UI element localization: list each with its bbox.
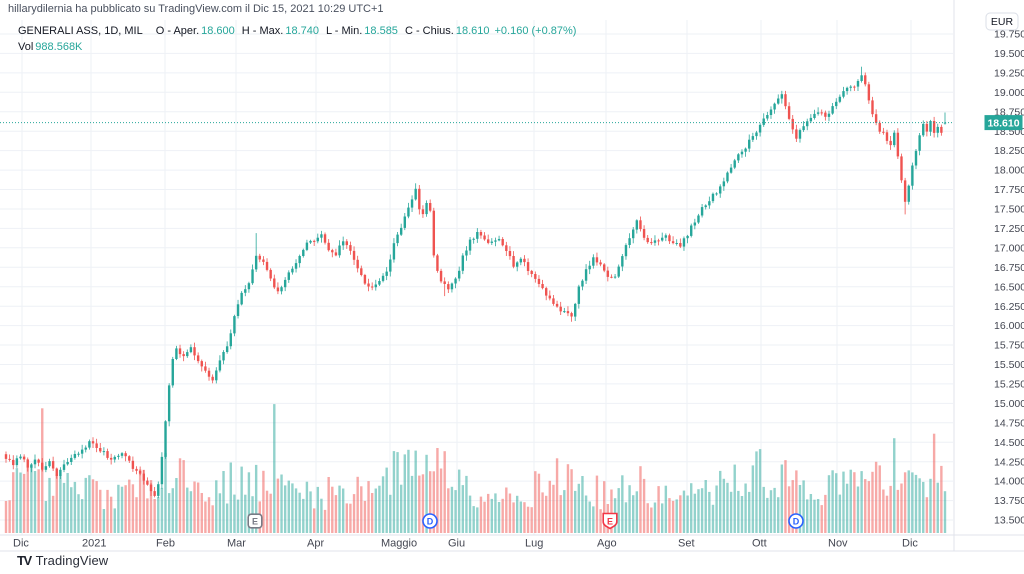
low-value: 18.585: [364, 25, 398, 37]
svg-text:13.750: 13.750: [994, 495, 1024, 507]
svg-text:16.750: 16.750: [994, 262, 1024, 274]
high-value: 18.740: [285, 25, 320, 37]
svg-text:19.000: 19.000: [994, 87, 1024, 99]
time-label-2021: 2021: [82, 538, 106, 550]
svg-text:E: E: [607, 516, 613, 526]
svg-text:15.000: 15.000: [994, 398, 1024, 410]
time-label-ago: Ago: [597, 538, 617, 550]
time-axis[interactable]: Dic 2021 Feb Mar Apr Maggio Giu Lug Ago Set Ott Nov…: [0, 534, 1024, 552]
legend-ohlc-row: GENERALI ASS, 1D, MIL O - Aper. 18.600 H - …: [18, 23, 576, 39]
symbol-title[interactable]: GENERALI ASS, 1D, MIL: [18, 25, 143, 37]
time-label-apr: Apr: [307, 538, 324, 550]
svg-text:15.750: 15.750: [994, 340, 1024, 352]
volume-value: 988.568K: [35, 41, 83, 53]
legend-volume-row: Vol 988.568K: [18, 39, 576, 55]
time-label-dic: Dic: [13, 538, 29, 550]
open-value: 18.600: [201, 25, 235, 37]
change-value: +0.160 (+0.87%): [494, 25, 577, 37]
time-label-giu: Giu: [448, 538, 465, 550]
event-marker-d-3[interactable]: D: [788, 513, 804, 529]
tradingview-logo-text: TradingView: [35, 553, 109, 568]
svg-text:19.500: 19.500: [994, 48, 1024, 60]
time-label-dic: Dic: [902, 538, 918, 550]
volume-series: [4, 404, 947, 533]
event-marker-e-2[interactable]: E: [602, 512, 618, 530]
low-label: L - Min.: [326, 25, 363, 37]
svg-text:14.750: 14.750: [994, 417, 1024, 429]
svg-text:18.000: 18.000: [994, 165, 1024, 177]
tradingview-logo[interactable]: TV TradingView: [17, 553, 108, 568]
close-label: C - Chius.: [404, 25, 454, 37]
time-label-lug: Lug: [525, 538, 543, 550]
svg-text:17.250: 17.250: [994, 223, 1024, 235]
svg-text:15.500: 15.500: [994, 359, 1024, 371]
currency-label: EUR: [991, 16, 1014, 28]
svg-text:16.000: 16.000: [994, 320, 1024, 332]
close-value: 18.610: [455, 25, 490, 37]
high-label: H - Max.: [241, 25, 284, 37]
price-axis[interactable]: EUR19.75019.50019.25019.00018.75018.5001…: [953, 0, 1024, 551]
svg-text:15.250: 15.250: [994, 379, 1024, 391]
svg-text:D: D: [793, 516, 800, 526]
currency-badge: [985, 12, 1019, 31]
svg-text:18.610: 18.610: [987, 117, 1019, 129]
time-label-set: Set: [678, 538, 695, 550]
svg-text:D: D: [427, 516, 434, 526]
event-marker-e-0[interactable]: E: [247, 513, 263, 529]
svg-text:18.250: 18.250: [994, 145, 1024, 157]
time-label-feb: Feb: [156, 538, 175, 550]
event-marker-d-1[interactable]: D: [422, 513, 438, 529]
gridlines: [0, 20, 953, 535]
volume-label: Vol: [18, 41, 34, 53]
svg-text:16.250: 16.250: [994, 301, 1024, 313]
tradingview-logo-icon: TV: [17, 553, 32, 568]
svg-text:19.750: 19.750: [994, 29, 1024, 41]
last-price-badge: [984, 115, 1023, 131]
publish-attribution: hillarydilernia ha pubblicato su Trading…: [8, 3, 384, 15]
svg-text:16.500: 16.500: [994, 281, 1024, 293]
svg-text:14.250: 14.250: [994, 456, 1024, 468]
open-label: O - Aper.: [155, 25, 200, 37]
svg-text:14.000: 14.000: [994, 476, 1024, 488]
svg-text:13.500: 13.500: [994, 515, 1024, 527]
time-label-maggio: Maggio: [381, 538, 417, 550]
svg-text:17.750: 17.750: [994, 184, 1024, 196]
svg-text:E: E: [252, 516, 258, 526]
time-label-ott: Ott: [752, 538, 767, 550]
svg-text:17.500: 17.500: [994, 204, 1024, 216]
svg-text:14.500: 14.500: [994, 437, 1024, 449]
svg-text:19.250: 19.250: [994, 68, 1024, 80]
time-label-nov: Nov: [828, 538, 848, 550]
svg-text:17.000: 17.000: [994, 242, 1024, 254]
symbol-legend: GENERALI ASS, 1D, MIL O - Aper. 18.600 H - …: [18, 23, 576, 55]
time-label-mar: Mar: [227, 538, 246, 550]
candlestick-series: [4, 66, 947, 498]
